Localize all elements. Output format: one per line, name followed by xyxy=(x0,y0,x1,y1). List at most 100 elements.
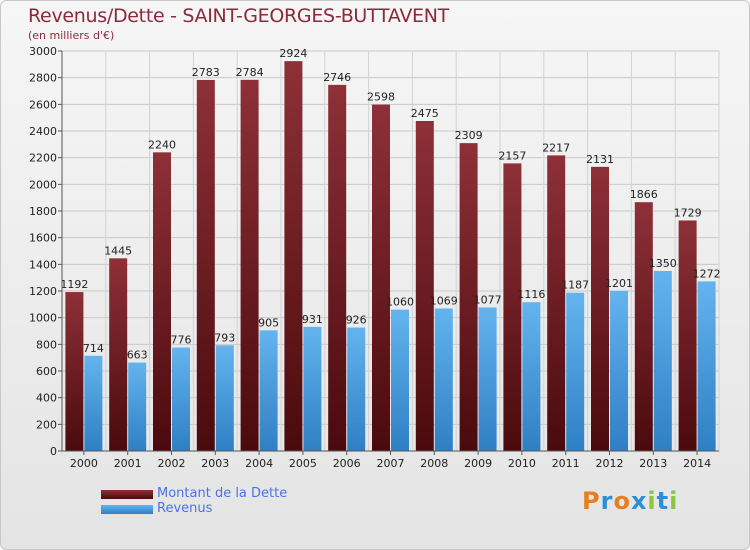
y-tick-label: 0 xyxy=(50,445,57,458)
bar-dette xyxy=(503,163,522,451)
bar-revenus xyxy=(259,330,278,451)
x-tick-label: 2005 xyxy=(289,457,317,470)
y-tick-label: 3000 xyxy=(29,45,57,58)
bar-dette xyxy=(459,143,478,451)
y-tick-label: 1600 xyxy=(29,232,57,245)
x-tick-label: 2008 xyxy=(420,457,448,470)
bar-revenus xyxy=(522,302,541,451)
bars: 1192 714 1445 663 2240 776 2783 793 2784 905 2924 9… xyxy=(60,47,721,452)
bar-dette xyxy=(240,79,259,452)
bar-revenus xyxy=(172,347,190,451)
bar-dette xyxy=(109,258,128,451)
bar-dette xyxy=(196,79,215,451)
data-label-revenus: 1272 xyxy=(693,267,721,280)
legend-label-dette: Montant de la Dette xyxy=(157,486,288,501)
logo-letter: P xyxy=(582,487,601,515)
proxiti-logo: Proxiti xyxy=(582,487,678,515)
grid-lines xyxy=(61,50,720,452)
bar-dette xyxy=(65,292,84,451)
data-label-dette: 2157 xyxy=(498,149,526,162)
data-label-revenus: 714 xyxy=(83,342,104,355)
bar-dette xyxy=(591,166,609,451)
data-label-revenus: 1116 xyxy=(517,288,545,301)
data-label-dette: 2475 xyxy=(411,107,439,120)
bar-revenus xyxy=(434,308,453,451)
x-tick-label: 2014 xyxy=(683,457,711,470)
y-tick-label: 1200 xyxy=(29,285,57,298)
bar-revenus xyxy=(653,271,672,451)
bar-dette xyxy=(328,84,347,451)
bar-dette xyxy=(284,61,303,452)
y-tick-label: 800 xyxy=(36,338,57,351)
data-label-revenus: 793 xyxy=(214,331,235,344)
bar-revenus xyxy=(391,309,409,451)
data-label-revenus: 905 xyxy=(258,316,279,329)
x-tick-label: 2001 xyxy=(114,457,142,470)
x-tick-label: 2013 xyxy=(639,457,667,470)
data-label-dette: 2131 xyxy=(586,153,614,166)
chart-subtitle: (en milliers d'€) xyxy=(28,29,115,42)
y-tick-label: 2800 xyxy=(29,72,57,85)
legend-swatch-dette xyxy=(101,490,153,499)
data-label-dette: 1729 xyxy=(674,206,702,219)
data-label-dette: 2217 xyxy=(542,141,570,154)
legend-label-revenus: Revenus xyxy=(157,501,213,516)
logo-letter: r xyxy=(600,487,614,515)
data-label-dette: 2746 xyxy=(323,71,351,84)
x-tick-label: 2012 xyxy=(596,457,624,470)
data-label-dette: 2240 xyxy=(148,138,176,151)
bar-revenus xyxy=(566,292,585,451)
bar-dette xyxy=(372,104,390,451)
logo-letter: i xyxy=(647,487,657,515)
legend-swatch-revenus xyxy=(101,505,153,514)
data-label-revenus: 1060 xyxy=(386,296,414,309)
data-label-revenus: 776 xyxy=(171,334,192,347)
data-label-revenus: 1350 xyxy=(649,257,677,270)
x-tick-label: 2011 xyxy=(552,457,580,470)
data-label-dette: 1866 xyxy=(630,188,658,201)
logo-letter: o xyxy=(613,487,631,515)
bar-revenus xyxy=(478,307,497,451)
logo-letter: t xyxy=(656,487,670,515)
chart-title: Revenus/Dette - SAINT-GEORGES-BUTTAVENT xyxy=(28,5,449,27)
bar-revenus xyxy=(215,345,234,451)
data-label-revenus: 1069 xyxy=(430,294,458,307)
y-tick-label: 1400 xyxy=(29,258,57,271)
data-label-revenus: 663 xyxy=(127,349,148,362)
bar-revenus xyxy=(128,362,147,451)
data-label-dette: 1445 xyxy=(104,244,132,257)
x-tick-label: 2006 xyxy=(333,457,361,470)
bar-revenus xyxy=(347,327,366,451)
data-label-dette: 1192 xyxy=(60,278,88,291)
bar-dette xyxy=(153,152,171,452)
y-tick-label: 200 xyxy=(36,418,57,431)
data-label-dette: 2783 xyxy=(192,66,220,79)
x-tick-label: 2000 xyxy=(70,457,98,470)
bar-dette xyxy=(547,155,566,451)
y-tick-label: 2400 xyxy=(29,125,57,138)
axes: 0 200 400 600 800 1000 1200 1400 1600 1800 2000 220… xyxy=(29,45,719,470)
data-label-revenus: 931 xyxy=(302,313,323,326)
y-tick-label: 2600 xyxy=(29,98,57,111)
bar-revenus xyxy=(610,290,628,451)
bar-revenus xyxy=(697,281,716,451)
y-tick-label: 2200 xyxy=(29,152,57,165)
data-label-revenus: 926 xyxy=(346,314,367,327)
x-tick-label: 2004 xyxy=(245,457,273,470)
y-tick-label: 600 xyxy=(36,365,57,378)
y-tick-label: 1000 xyxy=(29,312,57,325)
bar-revenus xyxy=(303,326,322,451)
x-tick-label: 2007 xyxy=(377,457,405,470)
x-tick-label: 2002 xyxy=(158,457,186,470)
data-label-dette: 2309 xyxy=(455,129,483,142)
bar-revenus xyxy=(84,355,103,451)
data-label-revenus: 1077 xyxy=(474,293,502,306)
data-label-revenus: 1187 xyxy=(561,279,589,292)
x-tick-label: 2003 xyxy=(201,457,229,470)
logo-letter: x xyxy=(630,487,648,515)
y-tick-label: 1800 xyxy=(29,205,57,218)
data-label-dette: 2924 xyxy=(279,47,307,60)
bar-dette xyxy=(678,220,697,451)
